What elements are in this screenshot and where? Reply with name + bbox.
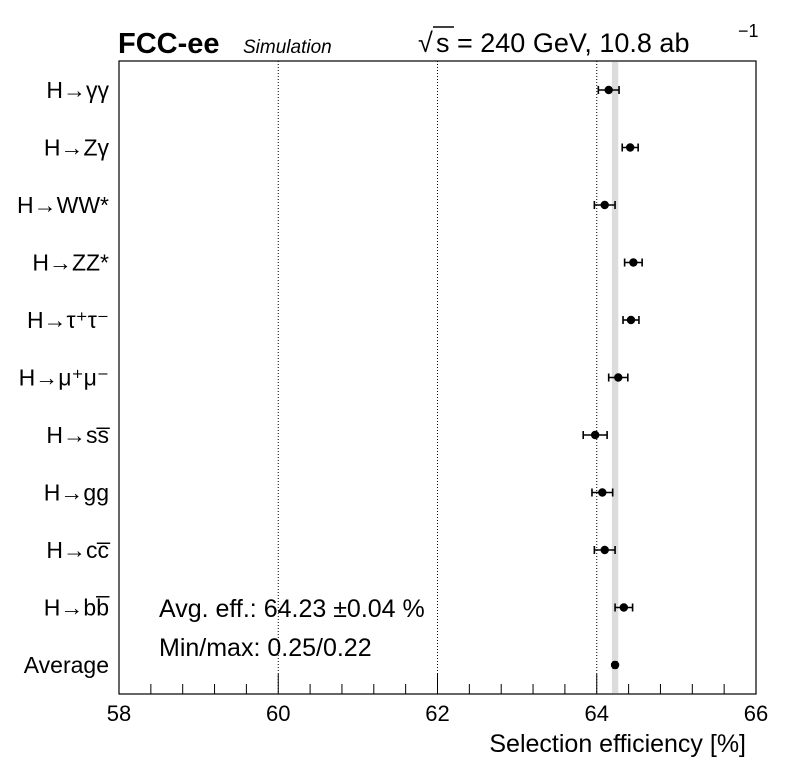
category-label-Hcc: H→cc̅ <box>46 537 110 563</box>
x-axis: 58 60 62 64 66 <box>107 674 768 726</box>
marker <box>604 85 613 95</box>
x-tick-label: 64 <box>585 701 609 726</box>
data-point-Hbb <box>614 603 634 612</box>
data-point-Hmumu <box>607 373 629 382</box>
marker <box>590 430 600 440</box>
avg-eff-annotation: Avg. eff.: 64.23 ±0.04 % <box>159 595 425 623</box>
category-label-Hbb: H→bb̅ <box>44 595 110 621</box>
reference-lines <box>277 61 598 694</box>
data-point-Hss <box>582 430 608 440</box>
category-label-HZZ: H→ZZ* <box>32 250 109 276</box>
data-point-Hgammagamma <box>597 85 620 95</box>
marker <box>629 258 638 267</box>
category-label-Average: Average <box>24 652 109 678</box>
marker <box>600 545 609 555</box>
category-labels: H→γγ H→Zγ H→WW* H→ZZ* H→τ⁺τ⁻ H→μ⁺μ⁻ H→ss̅ H→gg H… <box>17 77 111 678</box>
data-point-Hgg <box>591 488 614 497</box>
x-tick-label: 58 <box>107 701 131 726</box>
category-label-HZgamma: H→Zγ <box>44 135 110 161</box>
x-tick-label: 60 <box>266 701 290 726</box>
category-label-Htautau: H→τ⁺τ⁻ <box>27 307 109 333</box>
category-label-HWW: H→WW* <box>17 192 109 218</box>
data-point-HZZ <box>623 258 643 267</box>
energy-lumi-label: √ s = 240 GeV, 10.8 ab −1 <box>418 21 759 58</box>
marker <box>614 373 623 382</box>
marker <box>600 200 609 210</box>
marker <box>626 315 636 325</box>
energy-text: s = 240 GeV, 10.8 ab <box>436 28 689 58</box>
x-tick-label: 62 <box>425 701 449 726</box>
data-point-Hcc <box>593 545 616 555</box>
min-max-annotation: Min/max: 0.25/0.22 <box>159 634 372 662</box>
category-label-Hgg: H→gg <box>44 480 109 506</box>
category-label-Hmumu: H→μ⁺μ⁻ <box>19 365 109 391</box>
data-point-HWW <box>593 200 616 210</box>
category-label-Hss: H→ss̅ <box>46 422 110 448</box>
simulation-tag: Simulation <box>243 37 332 58</box>
x-axis-label: Selection efficiency [%] <box>489 730 746 758</box>
category-label-Hgammagamma: H→γγ <box>46 77 109 103</box>
data-point-Average <box>610 660 620 670</box>
experiment-title: FCC-ee <box>118 28 220 60</box>
marker <box>619 603 629 612</box>
data-points <box>582 85 643 670</box>
x-tick-label: 66 <box>744 701 768 726</box>
sqrt-symbol: √ <box>418 28 433 58</box>
marker <box>610 660 620 670</box>
data-point-HZgamma <box>621 143 639 152</box>
data-point-Htautau <box>622 315 640 325</box>
marker <box>625 143 635 152</box>
marker <box>598 488 607 497</box>
lumi-exponent: −1 <box>738 21 759 41</box>
